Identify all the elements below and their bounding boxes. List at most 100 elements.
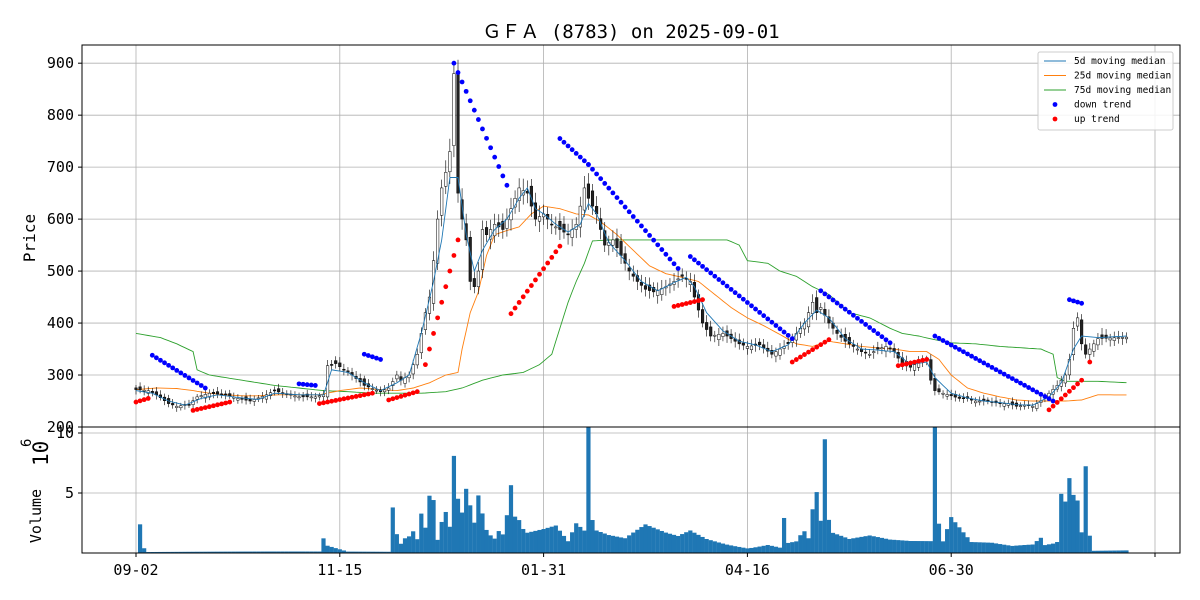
volume-bar (313, 551, 318, 553)
volume-bar (390, 507, 395, 553)
up-trend-dot (675, 303, 681, 308)
volume-bar (867, 535, 872, 553)
volume-bar (174, 551, 179, 553)
down-trend-dot (1018, 380, 1023, 386)
volume-bar (618, 537, 624, 553)
candle-body (252, 399, 256, 402)
volume-bars (133, 427, 1129, 553)
volume-bar (203, 551, 208, 553)
candle-body (277, 388, 281, 393)
volume-bar (252, 551, 257, 553)
volume-bar (370, 551, 375, 553)
down-trend-dot (565, 143, 571, 149)
down-trend-dot (936, 335, 942, 341)
down-trend-dot (581, 158, 587, 164)
volume-bar (802, 531, 807, 553)
x-tick-label: 06-30 (929, 561, 974, 579)
down-trend-dot (692, 257, 697, 263)
volume-bar (378, 551, 383, 553)
volume-bar (574, 523, 579, 553)
candle-body (639, 281, 643, 286)
up-trend-dot (553, 249, 559, 255)
candle-body (215, 391, 220, 395)
volume-bar (949, 517, 954, 553)
down-trend-dot (1067, 297, 1072, 303)
up-trend-dot (211, 403, 216, 409)
down-trend-dot (850, 312, 856, 318)
volume-ytick-label: 10 (56, 424, 74, 442)
down-trend-dot (504, 182, 510, 188)
down-trend-dot (973, 356, 979, 361)
volume-bar (810, 509, 815, 553)
volume-bar (794, 541, 799, 553)
volume-bar (671, 534, 677, 553)
up-trend-dot (345, 395, 351, 401)
up-trend-dot (402, 392, 408, 398)
down-trend-dot (687, 254, 693, 259)
down-trend-dot (573, 151, 579, 156)
volume-bar (480, 513, 485, 553)
down-trend-dot (965, 351, 970, 357)
candle-body (851, 344, 855, 347)
volume-bar (643, 524, 648, 553)
volume-bar (321, 538, 326, 553)
candle-body (468, 236, 472, 282)
volume-bar (578, 526, 583, 553)
up-trend-dot (826, 337, 832, 343)
chart-title: ＧＦＡ (8783) on 2025-09-01 (482, 21, 779, 43)
up-trend-dot (451, 253, 457, 258)
down-trend-dot (467, 98, 473, 104)
up-trend-dot (431, 331, 436, 336)
candle-body (880, 347, 884, 349)
volume-bar (557, 530, 563, 553)
down-trend-dot (1079, 300, 1085, 306)
up-trend-dot (802, 352, 807, 357)
volume-bar (859, 536, 864, 553)
volume-bar (1010, 545, 1015, 553)
volume-ylabel: Volume (27, 489, 45, 543)
volume-bar (492, 538, 497, 553)
down-trend-dot (455, 70, 461, 75)
up-trend-dot (439, 299, 445, 305)
volume-bar (1046, 544, 1052, 553)
volume-bar (887, 539, 893, 553)
x-tick-label: 04-16 (725, 561, 770, 579)
down-trend-dot (989, 365, 995, 370)
volume-bar (415, 539, 420, 553)
down-trend-dot (1034, 389, 1040, 395)
volume-bar (647, 526, 652, 553)
volume-bar (1018, 545, 1023, 553)
down-trend-dot (1009, 376, 1015, 382)
volume-y-ticks: 5 10 (56, 424, 82, 502)
down-trend-dot (614, 195, 620, 201)
volume-bar (676, 535, 681, 553)
up-trend-dot (679, 302, 685, 307)
up-trend-dot (524, 288, 530, 294)
price-ytick-label: 400 (47, 314, 74, 332)
volume-bar (973, 542, 978, 553)
volume-bar (464, 488, 469, 553)
volume-bar (512, 516, 518, 553)
volume-bar (606, 535, 611, 553)
candle-body (383, 389, 387, 393)
up-trend-dot (520, 294, 526, 300)
volume-bar (386, 551, 391, 553)
volume-bar (993, 543, 999, 553)
down-trend-dot (944, 340, 950, 346)
volume-bar (517, 520, 522, 553)
candle-body (187, 404, 191, 406)
down-trend-dot (610, 190, 616, 196)
down-trend-dot (952, 344, 958, 350)
candle-body (501, 220, 505, 230)
volume-bar (1071, 494, 1076, 553)
volume-bar (195, 551, 200, 553)
legend-label: 75d moving median (1074, 85, 1171, 96)
down-trend-dot (602, 181, 608, 186)
volume-bar (953, 522, 958, 553)
down-trend-dot (190, 378, 196, 383)
candle-body (615, 238, 619, 248)
down-trend-dot (781, 329, 787, 335)
candle-body (819, 307, 823, 310)
down-trend-dot (846, 309, 852, 315)
